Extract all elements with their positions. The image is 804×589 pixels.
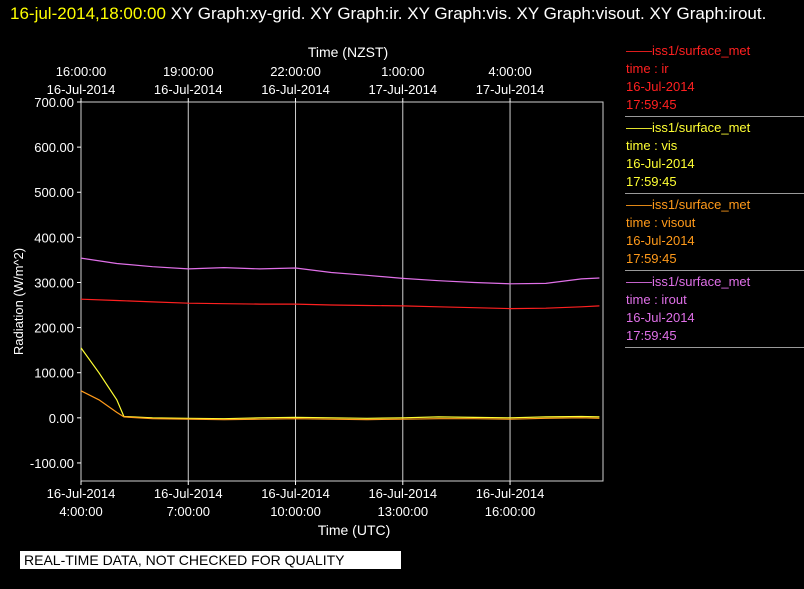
legend-source: ——iss1/surface_met xyxy=(626,42,804,60)
top-tick-date: 17-Jul-2014 xyxy=(368,82,437,97)
plot-frame xyxy=(80,101,604,482)
top-tick-date: 17-Jul-2014 xyxy=(476,82,545,97)
title-timestamp: 16-jul-2014,18:00:00 xyxy=(10,4,166,23)
y-tick-label: 600.00 xyxy=(34,140,74,155)
legend-entry: ——iss1/surface_met time : irout 16-Jul-201… xyxy=(625,273,804,348)
top-tick-time: 4:00:00 xyxy=(488,64,531,79)
x-tick-date: 16-Jul-2014 xyxy=(47,486,116,501)
legend-time: 17:59:45 xyxy=(626,97,677,112)
chart-title-block: 16-jul-2014,18:00:00 XY Graph:xy-grid. X… xyxy=(10,2,790,25)
series-line-1 xyxy=(80,347,600,420)
y-tick-label: 0.00 xyxy=(49,411,74,426)
legend: ——iss1/surface_met time : ir 16-Jul-2014 17… xyxy=(625,42,804,350)
top-tick-time: 22:00:00 xyxy=(270,64,321,79)
legend-source-name: iss1/surface_met xyxy=(652,120,751,135)
gridlines xyxy=(187,102,511,481)
y-tick-label: 500.00 xyxy=(34,185,74,200)
legend-field: time : visout xyxy=(626,215,696,230)
legend-field: time : ir xyxy=(626,61,669,76)
legend-date: 16-Jul-2014 xyxy=(626,310,695,325)
y-tick-label: 200.00 xyxy=(34,321,74,336)
legend-source-name: iss1/surface_met xyxy=(652,43,751,58)
x-tick-date: 16-Jul-2014 xyxy=(261,486,330,501)
title-description: XY Graph:xy-grid. XY Graph:ir. XY Graph:… xyxy=(170,4,767,23)
legend-dash: —— xyxy=(626,197,652,212)
top-tick-date: 16-Jul-2014 xyxy=(154,82,223,97)
x-tick-time: 10:00:00 xyxy=(270,504,321,519)
top-tick-time: 19:00:00 xyxy=(163,64,214,79)
x-tick-time: 4:00:00 xyxy=(59,504,102,519)
x-tick-date: 16-Jul-2014 xyxy=(476,486,545,501)
legend-source: ——iss1/surface_met xyxy=(626,119,804,137)
x-tick-time: 13:00:00 xyxy=(377,504,428,519)
legend-entry: ——iss1/surface_met time : ir 16-Jul-2014 17… xyxy=(625,42,804,117)
legend-entry: ——iss1/surface_met time : visout 16-Jul-20… xyxy=(625,196,804,271)
legend-date: 16-Jul-2014 xyxy=(626,156,695,171)
legend-field: time : vis xyxy=(626,138,678,153)
series-layer xyxy=(80,257,600,421)
legend-dash: —— xyxy=(626,43,652,58)
y-tick-label: 300.00 xyxy=(34,275,74,290)
legend-date: 16-Jul-2014 xyxy=(626,79,695,94)
legend-source: ——iss1/surface_met xyxy=(626,273,804,291)
x-axis-label: Time (UTC) xyxy=(318,522,391,538)
series-line-0 xyxy=(80,298,600,310)
x-axis-top: 16:00:00 16-Jul-2014 19:00:00 16-Jul-2014 22… xyxy=(47,64,545,102)
legend-time: 17:59:45 xyxy=(626,328,677,343)
legend-time: 17:59:45 xyxy=(626,174,677,189)
legend-date: 16-Jul-2014 xyxy=(626,233,695,248)
x-tick-time: 7:00:00 xyxy=(167,504,210,519)
y-tick-label: -100.00 xyxy=(30,456,74,471)
legend-source: ——iss1/surface_met xyxy=(626,196,804,214)
x-tick-time: 16:00:00 xyxy=(485,504,536,519)
top-tick-date: 16-Jul-2014 xyxy=(261,82,330,97)
legend-entry: ——iss1/surface_met time : vis 16-Jul-2014 1… xyxy=(625,119,804,194)
x-tick-date: 16-Jul-2014 xyxy=(368,486,437,501)
top-axis-label: Time (NZST) xyxy=(308,44,388,60)
series-line-3 xyxy=(80,257,600,285)
y-tick-label: 100.00 xyxy=(34,366,74,381)
legend-dash: —— xyxy=(626,274,652,289)
legend-source-name: iss1/surface_met xyxy=(652,274,751,289)
series-line-2 xyxy=(80,390,600,421)
y-tick-label: 700.00 xyxy=(34,95,74,110)
x-axis-bottom: 16-Jul-2014 4:00:00 16-Jul-2014 7:00:00 16-J… xyxy=(47,481,545,519)
quality-banner: REAL-TIME DATA, NOT CHECKED FOR QUALITY xyxy=(20,551,401,569)
top-tick-time: 16:00:00 xyxy=(56,64,107,79)
legend-dash: —— xyxy=(626,120,652,135)
x-tick-date: 16-Jul-2014 xyxy=(154,486,223,501)
y-axis: -100.00 0.00 100.00 200.00 300.00 400.00 500.0… xyxy=(30,95,81,471)
top-tick-time: 1:00:00 xyxy=(381,64,424,79)
legend-field: time : irout xyxy=(626,292,687,307)
legend-source-name: iss1/surface_met xyxy=(652,197,751,212)
y-tick-label: 400.00 xyxy=(34,230,74,245)
y-axis-label: Radiation (W/m^2) xyxy=(11,248,26,355)
top-tick-date: 16-Jul-2014 xyxy=(47,82,116,97)
legend-time: 17:59:45 xyxy=(626,251,677,266)
